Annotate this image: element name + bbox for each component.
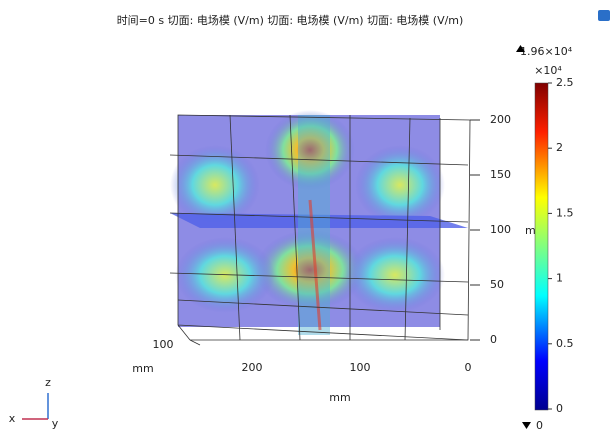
x-unit: mm [329,391,350,404]
colorbar-tick-label: 1 [556,272,563,285]
y-unit: mm [132,362,153,375]
y-tick-label: 100 [153,338,174,351]
x-tick-label: 100 [350,361,371,374]
triad-label: x [9,412,16,425]
triad-label: z [45,376,51,389]
x-tick-label: 0 [465,361,472,374]
colorbar-tick-label: 2.5 [556,76,574,89]
viewport: 时间=0 s 切面: 电场模 (V/m) 切面: 电场模 (V/m) 切面: 电… [0,0,615,433]
colorbar [535,83,548,410]
z-tick-label: 0 [490,333,497,346]
title: 时间=0 s 切面: 电场模 (V/m) 切面: 电场模 (V/m) 切面: 电… [117,13,464,27]
triad-label: y [52,417,59,430]
x-tick-label: 200 [242,361,263,374]
colorbar-max: 1.96×10⁴ [520,45,573,58]
toolbar-icon[interactable] [598,10,610,21]
z-tick-label: 200 [490,113,511,126]
colorbar-tick-label: 2 [556,141,563,154]
axis-triad: z x y [9,376,59,430]
colorbar-tick-label: 0.5 [556,337,574,350]
colorbar-tick-label: 1.5 [556,206,574,219]
colorbar-min: 0 [536,419,543,432]
field-plot [170,110,468,335]
colorbar-tick-label: 0 [556,402,563,415]
z-tick-label: 50 [490,278,504,291]
z-tick-label: 150 [490,168,511,181]
z-unit: m [525,224,536,237]
z-tick-label: 100 [490,223,511,236]
